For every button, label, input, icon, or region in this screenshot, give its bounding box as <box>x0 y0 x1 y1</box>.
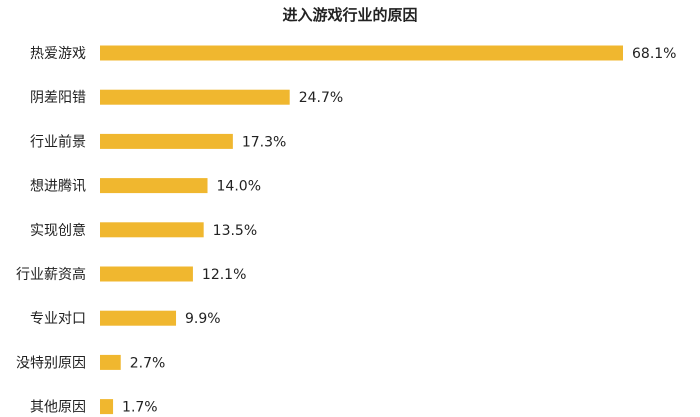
category-label: 热爱游戏 <box>30 46 86 62</box>
value-label: 24.7% <box>299 90 343 106</box>
bar-row: 没特别原因 2.7% <box>16 354 166 371</box>
value-label: 1.7% <box>122 400 158 416</box>
bar <box>100 354 121 370</box>
bar-row: 热爱游戏 68.1% <box>30 45 676 62</box>
bar-row: 行业薪资高 12.1% <box>16 266 246 283</box>
bar <box>100 133 233 149</box>
bar-row: 实现创意 13.5% <box>30 222 257 239</box>
bar <box>100 222 204 238</box>
category-label: 阴差阳错 <box>30 90 86 106</box>
value-label: 68.1% <box>632 46 676 62</box>
bar-row: 行业前景 17.3% <box>30 133 286 150</box>
category-label: 行业前景 <box>30 133 86 150</box>
bar-row: 其他原因 1.7% <box>30 399 158 416</box>
category-label: 想进腾讯 <box>30 178 86 195</box>
bar-row: 想进腾讯 14.0% <box>30 178 261 195</box>
category-label: 其他原因 <box>30 400 86 416</box>
category-label: 实现创意 <box>30 222 86 239</box>
bars-layer: 热爱游戏 68.1% 阴差阳错 24.7% 行业前景 17.3% 想进腾讯 14.0% 实现创意… <box>16 45 676 416</box>
bar <box>100 89 290 105</box>
value-label: 13.5% <box>213 223 257 239</box>
value-label: 14.0% <box>217 179 261 195</box>
bar-row: 专业对口 9.9% <box>30 310 221 327</box>
value-label: 12.1% <box>202 267 246 283</box>
value-label: 17.3% <box>242 134 286 150</box>
bar <box>100 310 177 326</box>
value-label: 9.9% <box>185 311 221 327</box>
category-label: 行业薪资高 <box>16 266 86 283</box>
bar <box>100 45 623 61</box>
chart-title: 进入游戏行业的原因 <box>282 6 417 24</box>
bar <box>100 266 193 282</box>
bar <box>100 178 208 194</box>
bar-row: 阴差阳错 24.7% <box>30 89 343 106</box>
category-label: 专业对口 <box>30 311 86 327</box>
bar <box>100 399 114 415</box>
category-label: 没特别原因 <box>16 355 86 371</box>
value-label: 2.7% <box>130 355 166 371</box>
